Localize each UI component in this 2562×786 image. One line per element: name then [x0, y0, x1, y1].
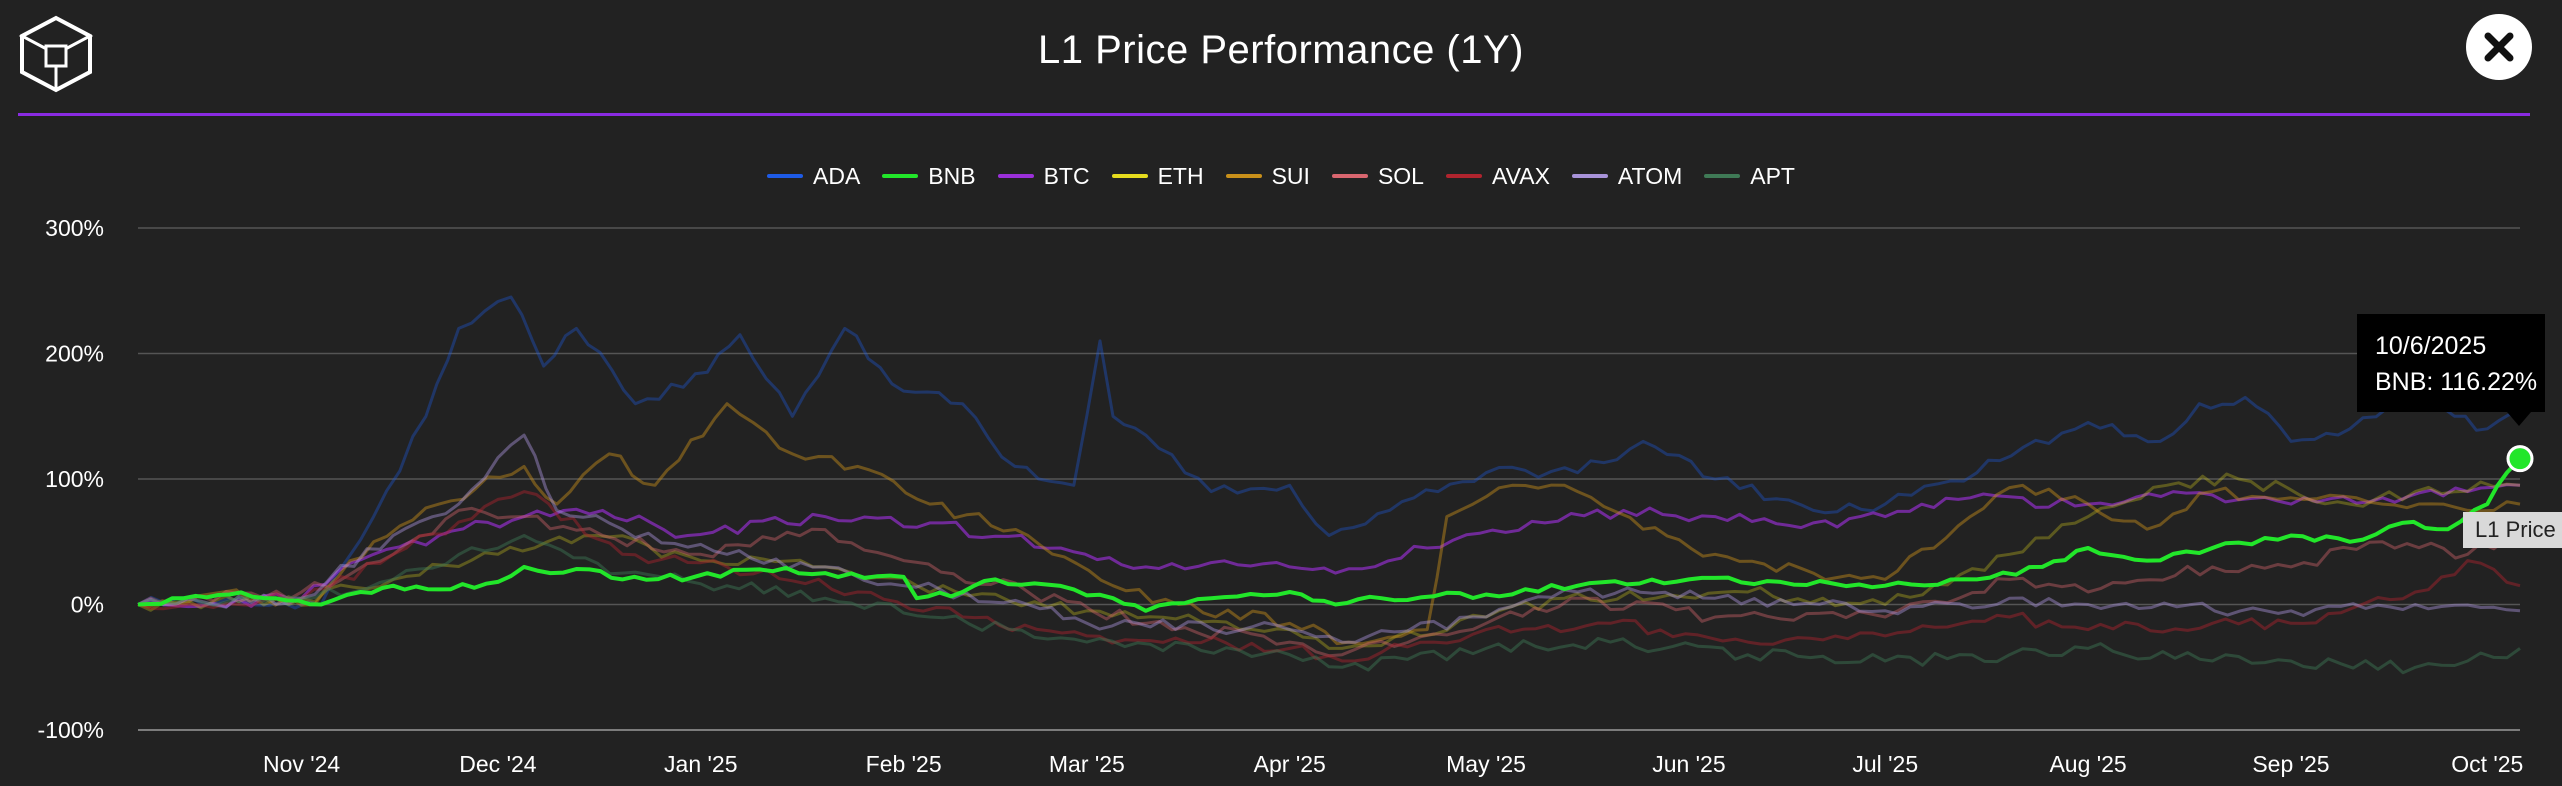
legend-label: SUI	[1271, 162, 1310, 189]
x-tick-label: May '25	[1446, 751, 1526, 777]
tooltip-date: 10/6/2025	[2375, 332, 2487, 360]
legend-label: AVAX	[1491, 162, 1550, 189]
legend-item-eth[interactable]: ETH	[1111, 160, 1204, 192]
x-tick-label: Dec '24	[459, 751, 536, 777]
series-line-eth	[137, 472, 2521, 650]
series-line-sol	[137, 506, 2521, 658]
legend-label: ATOM	[1617, 162, 1683, 189]
legend-item-sol[interactable]: SOL	[1331, 160, 1424, 192]
legend-item-avax[interactable]: AVAX	[1445, 160, 1550, 192]
series-line-btc	[137, 483, 2521, 609]
series-line-ada	[137, 295, 2521, 610]
header-divider	[18, 113, 2530, 116]
x-tick-label: Apr '25	[1254, 751, 1326, 777]
chart-legend: ADA BNB BTC ETH SUI SOL AVAX ATOM APT	[0, 160, 2562, 192]
legend-swatch	[1704, 174, 1741, 178]
cube-logo-icon[interactable]	[18, 14, 94, 94]
chart-tooltip: 10/6/2025 BNB: 116.22%	[2357, 314, 2545, 426]
header: L1 Price Performance (1Y)	[0, 0, 2562, 116]
legend-swatch	[1225, 174, 1262, 178]
y-tick-label: -100%	[38, 717, 104, 743]
series-line-bnb	[137, 457, 2522, 613]
legend-item-sui[interactable]: SUI	[1225, 160, 1310, 192]
x-tick-label: Jul '25	[1852, 751, 1918, 777]
legend-label: APT	[1750, 162, 1795, 189]
legend-swatch	[767, 174, 803, 178]
x-tick-label: Sep '25	[2252, 751, 2329, 777]
x-tick-label: Mar '25	[1049, 751, 1125, 777]
x-tick-label: Nov '24	[263, 751, 340, 777]
close-icon	[2484, 32, 2514, 62]
legend-item-ada[interactable]: ADA	[767, 160, 860, 192]
series-end-tag: L1 Price	[2463, 512, 2562, 548]
series-line-sui	[137, 402, 2521, 646]
x-tick-label: Oct '25	[2451, 751, 2523, 777]
x-tick-label: Aug '25	[2049, 751, 2126, 777]
legend-swatch	[997, 174, 1034, 178]
legend-swatch	[1571, 174, 1608, 178]
legend-label: SOL	[1377, 162, 1424, 189]
legend-swatch	[1331, 174, 1368, 178]
close-button[interactable]	[2466, 14, 2532, 80]
tooltip-value: BNB: 116.22%	[2375, 368, 2538, 396]
legend-label: ADA	[813, 162, 861, 189]
legend-swatch	[882, 174, 919, 178]
y-tick-label: 300%	[45, 215, 104, 241]
series-line-avax	[137, 490, 2521, 663]
legend-item-atom[interactable]: ATOM	[1571, 160, 1683, 192]
highlight-point	[2506, 445, 2534, 473]
legend-label: BTC	[1043, 162, 1090, 189]
x-tick-label: Feb '25	[866, 751, 942, 777]
legend-label: ETH	[1157, 162, 1204, 189]
legend-item-bnb[interactable]: BNB	[882, 160, 976, 192]
legend-item-apt[interactable]: APT	[1704, 160, 1795, 192]
legend-swatch	[1445, 174, 1482, 178]
legend-label: BNB	[928, 162, 976, 189]
legend-swatch	[1111, 174, 1148, 178]
series-line-apt	[137, 534, 2521, 675]
series-line-atom	[137, 433, 2521, 644]
y-tick-label: 0%	[71, 592, 104, 618]
legend-item-btc[interactable]: BTC	[997, 160, 1090, 192]
page-title: L1 Price Performance (1Y)	[1037, 28, 1524, 72]
x-tick-label: Jan '25	[664, 751, 737, 777]
y-tick-label: 100%	[45, 466, 104, 492]
y-tick-label: 200%	[45, 341, 104, 367]
x-tick-label: Jun '25	[1652, 751, 1725, 777]
